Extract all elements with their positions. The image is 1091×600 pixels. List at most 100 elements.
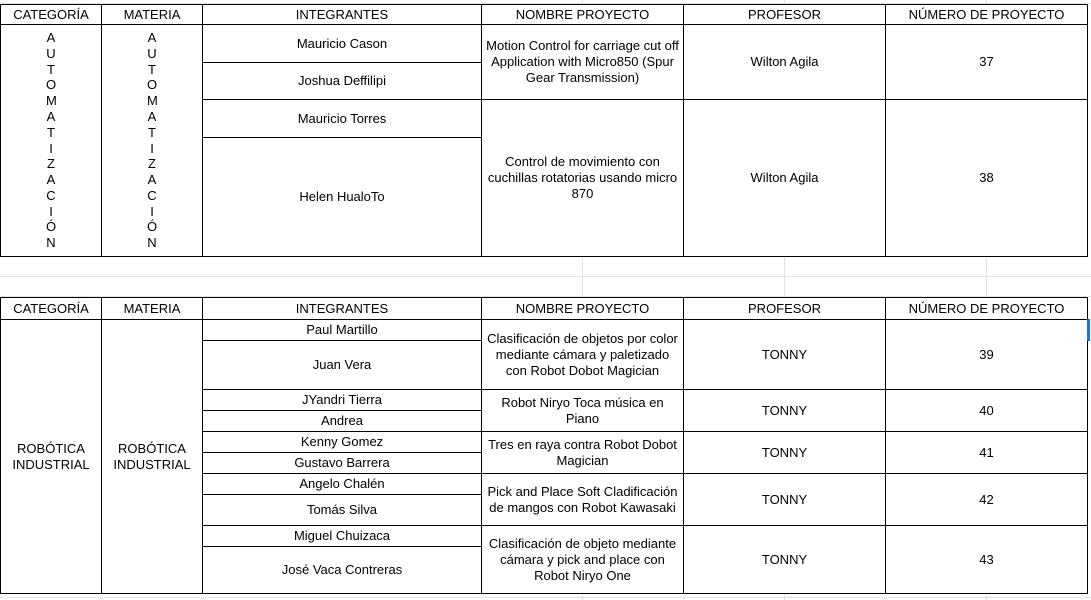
integrante-cell-text: Paul Martillo [306,322,378,337]
categoria-cell[interactable]: ROBÓTICA INDUSTRIAL [0,319,102,594]
nombre-proyecto-cell-text: Pick and Place Soft Cladificación de man… [487,483,678,515]
header-numero-proyecto-text: NÚMERO DE PROYECTO [908,6,1065,22]
nombre-proyecto-cell-text: Robot Niryo Toca música en Piano [501,394,664,426]
integrante-cell[interactable]: Helen HualoTo [202,137,482,257]
nombre-proyecto-cell[interactable]: Clasificación de objetos por color media… [481,319,684,390]
profesor-cell[interactable]: TONNY [683,473,886,526]
nombre-proyecto-cell[interactable]: Motion Control for carriage cut off Appl… [481,24,684,100]
numero-proyecto-cell-text: 42 [979,491,994,507]
nombre-proyecto-cell-text: Control de movimiento con cuchillas rota… [487,154,678,201]
header-integrantes-text: INTEGRANTES [295,6,389,22]
header-categoria-text: CATEGORÍA [13,300,89,316]
numero-proyecto-cell[interactable]: 37 [885,24,1088,100]
profesor-cell[interactable]: TONNY [683,319,886,390]
profesor-cell-text: TONNY [761,551,808,567]
integrante-cell[interactable]: Joshua Deffilipi [202,62,482,100]
numero-proyecto-cell-text: 41 [979,444,994,460]
numero-proyecto-cell-text: 38 [979,170,994,185]
profesor-cell-text: TONNY [761,346,808,362]
header-integrantes[interactable]: INTEGRANTES [202,4,482,25]
header-categoria[interactable]: CATEGORÍA [0,297,102,320]
integrante-cell-text: Joshua Deffilipi [298,73,386,88]
integrante-cell-text: Miguel Chuizaca [293,528,391,543]
categoria-cell[interactable]: AUTOMATIZACIÓN [0,24,102,257]
header-numero-proyecto[interactable]: NÚMERO DE PROYECTO [885,4,1088,25]
header-materia-text: MATERIA [123,300,181,316]
header-materia[interactable]: MATERIA [101,4,203,25]
profesor-cell[interactable]: TONNY [683,525,886,594]
header-profesor[interactable]: PROFESOR [683,4,886,25]
integrante-cell-text: José Vaca Contreras [281,562,403,577]
gridline [0,3,1091,4]
numero-proyecto-cell-text: 40 [979,402,994,418]
gridline [0,276,1091,277]
numero-proyecto-cell[interactable]: 43 [885,525,1088,594]
profesor-cell[interactable]: TONNY [683,431,886,474]
numero-proyecto-cell[interactable]: 39 [885,319,1088,390]
integrante-cell-text: Mauricio Torres [297,110,387,126]
header-nombre-proyecto[interactable]: NOMBRE PROYECTO [481,297,684,320]
integrante-cell[interactable]: Mauricio Cason [202,24,482,63]
nombre-proyecto-cell-text: Tres en raya contra Robot Dobot Magician [488,436,677,468]
nombre-proyecto-cell[interactable]: Pick and Place Soft Cladificación de man… [481,473,684,526]
profesor-cell[interactable]: Wilton Agila [683,24,886,100]
integrante-cell[interactable]: Angelo Chalén [202,473,482,495]
numero-proyecto-cell-text: 39 [979,346,994,362]
nombre-proyecto-cell[interactable]: Control de movimiento con cuchillas rota… [481,99,684,257]
integrante-cell-text: Gustavo Barrera [294,455,390,470]
nombre-proyecto-cell-text: Clasificación de objetos por color media… [487,330,678,378]
header-integrantes[interactable]: INTEGRANTES [202,297,482,320]
integrante-cell[interactable]: Kenny Gomez [202,431,482,453]
integrante-cell-text: Angelo Chalén [299,476,385,491]
header-materia-text: MATERIA [123,6,181,22]
materia-cell-text: AUTOMATIZACIÓN [147,29,158,251]
profesor-cell-text: Wilton Agila [750,54,819,69]
header-categoria[interactable]: CATEGORÍA [0,4,102,25]
integrante-cell-text: JYandri Tierra [302,392,382,407]
numero-proyecto-cell-text: 37 [979,54,994,69]
header-profesor-text: PROFESOR [748,6,821,22]
integrante-cell[interactable]: Tomás Silva [202,494,482,526]
integrante-cell[interactable]: Paul Martillo [202,319,482,341]
header-integrantes-text: INTEGRANTES [295,300,389,316]
profesor-cell[interactable]: TONNY [683,389,886,432]
numero-proyecto-cell[interactable]: 42 [885,473,1088,526]
numero-proyecto-cell-text: 43 [979,551,994,567]
integrante-cell-text: Juan Vera [312,357,372,372]
numero-proyecto-cell[interactable]: 38 [885,99,1088,257]
materia-cell[interactable]: ROBÓTICA INDUSTRIAL [101,319,203,594]
materia-cell-text: ROBÓTICA INDUSTRIAL [113,440,191,472]
nombre-proyecto-cell[interactable]: Tres en raya contra Robot Dobot Magician [481,431,684,474]
categoria-cell-text: ROBÓTICA INDUSTRIAL [12,440,90,472]
materia-cell[interactable]: AUTOMATIZACIÓN [101,24,203,257]
integrante-cell[interactable]: Mauricio Torres [202,99,482,138]
integrante-cell[interactable]: Andrea [202,410,482,432]
profesor-cell-text: TONNY [761,444,808,460]
header-profesor[interactable]: PROFESOR [683,297,886,320]
nombre-proyecto-cell-text: Motion Control for carriage cut off Appl… [486,38,679,85]
header-nombre-proyecto-text: NOMBRE PROYECTO [515,300,650,316]
integrante-cell[interactable]: Juan Vera [202,340,482,390]
numero-proyecto-cell[interactable]: 41 [885,431,1088,474]
numero-proyecto-cell[interactable]: 40 [885,389,1088,432]
header-materia[interactable]: MATERIA [101,297,203,320]
integrante-cell[interactable]: JYandri Tierra [202,389,482,411]
nombre-proyecto-cell[interactable]: Clasificación de objeto mediante cámara … [481,525,684,594]
nombre-proyecto-cell[interactable]: Robot Niryo Toca música en Piano [481,389,684,432]
header-nombre-proyecto[interactable]: NOMBRE PROYECTO [481,4,684,25]
integrante-cell-text: Andrea [321,413,363,428]
header-profesor-text: PROFESOR [748,300,821,316]
gridline [0,296,1091,297]
header-numero-proyecto[interactable]: NÚMERO DE PROYECTO [885,297,1088,320]
categoria-cell-text: AUTOMATIZACIÓN [46,29,57,251]
nombre-proyecto-cell-text: Clasificación de objeto mediante cámara … [488,535,677,583]
integrante-cell[interactable]: José Vaca Contreras [202,546,482,594]
gridline [0,597,1091,598]
profesor-cell-text: TONNY [761,491,808,507]
integrante-cell-text: Helen HualoTo [299,189,385,204]
profesor-cell[interactable]: Wilton Agila [683,99,886,257]
integrante-cell[interactable]: Gustavo Barrera [202,452,482,474]
integrante-cell[interactable]: Miguel Chuizaca [202,525,482,547]
integrante-cell-text: Tomás Silva [306,502,378,517]
selection-handle[interactable] [1087,319,1090,341]
